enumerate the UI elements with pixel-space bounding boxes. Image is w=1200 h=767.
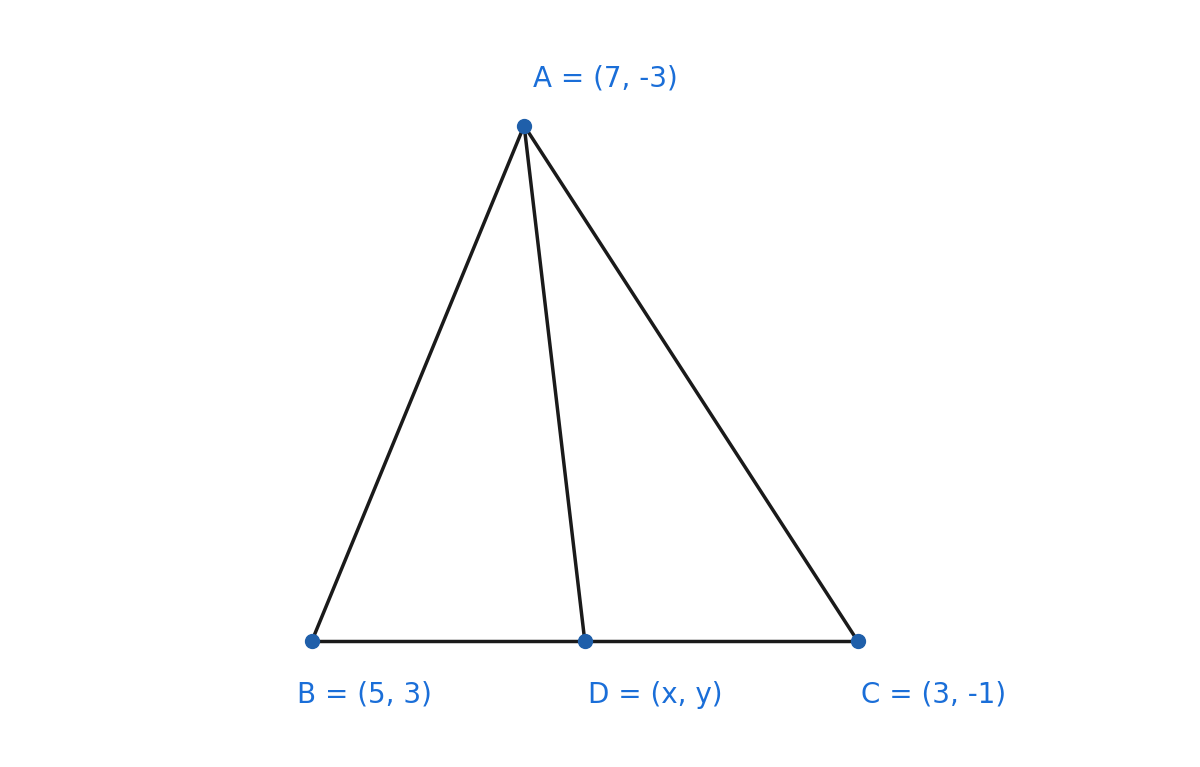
Text: A = (7, -3): A = (7, -3)	[533, 64, 678, 92]
Text: D = (x, y): D = (x, y)	[588, 681, 722, 709]
Text: C = (3, -1): C = (3, -1)	[860, 681, 1006, 709]
Text: B = (5, 3): B = (5, 3)	[296, 681, 432, 709]
